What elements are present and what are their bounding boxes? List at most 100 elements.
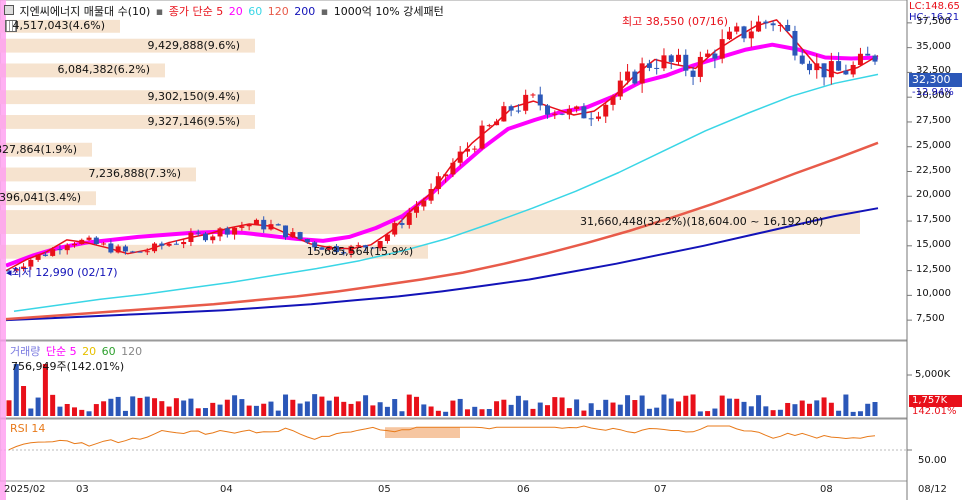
volume-bar [28,408,34,416]
candle-body [639,63,645,84]
volume-bar [79,409,85,416]
volume-profile-label: 9,327,146(9.5%) [147,114,241,128]
candle-body [130,251,136,253]
volume-bar [697,411,703,416]
volume-bar [632,400,638,416]
volume-bar [566,408,572,416]
candle-body [71,243,77,246]
volume-bar [537,402,543,416]
volume-bar [508,404,514,416]
candle-body [494,121,500,126]
grid-toggle-icon[interactable] [5,20,17,32]
ma60-line [13,73,879,312]
volume-bars [6,364,912,416]
volume-bar [159,401,165,416]
x-label-2025-02: 2025/02 [4,484,46,495]
volume-bar [683,395,689,416]
candle-body [785,24,791,31]
volume-bar [552,397,558,416]
volume-bar [392,399,398,416]
volume-bar [399,411,405,416]
candle-body [435,176,441,190]
pattern-label: 1000억 10% 강세패턴 [333,5,444,18]
volume-profile-label: 3,396,041(3.4%) [0,191,82,205]
candle-body [552,113,558,115]
volume-bar [486,409,492,416]
volume-bar [654,407,660,416]
candle-body [341,252,347,254]
volume-bar [71,407,77,416]
volume-bar [828,402,834,416]
ma-label: 종가 단순 5 [168,5,224,18]
candle-body [370,247,376,249]
ma-period-120: 120 [267,5,289,18]
candle-body [486,125,492,127]
volume-bar [770,410,776,416]
candle-body [821,63,827,78]
volume-profile-bar [0,90,255,105]
current-change: -12.94% [912,87,954,98]
volume-bar [595,409,601,416]
volume-profile-bar [0,210,860,235]
volume-bar [646,408,652,416]
ma120-line [5,141,879,321]
candle-body [35,254,41,260]
volume-profile-label: 7,236,888(7.3%) [88,167,182,181]
volume-bar [333,396,339,416]
candle-body [588,118,594,120]
volume-bar [457,398,463,416]
volume-ma-120: 120 [121,345,143,358]
volume-bar [836,410,842,416]
candle-body [181,242,187,245]
candle-body [232,227,238,235]
volume-bar [581,410,587,416]
volume-bar [406,394,412,416]
candle-body [261,219,267,230]
volume-bar [93,404,99,416]
x-label-04: 04 [220,484,233,495]
candle-body [661,55,667,69]
candle-body [807,63,813,71]
volume-bar [748,406,754,416]
candle-body [850,64,856,75]
volume-bar [814,400,820,416]
volume-profile-bar [0,19,120,33]
x-label-08-12: 08/12 [918,484,947,495]
volume-bar [275,410,281,416]
volume-current-box: 1,757K [909,395,962,407]
volume-bar [756,395,762,416]
candle-body [865,53,871,56]
candle-body [748,31,754,39]
volume-bar [610,402,616,416]
ma-period-20: 20 [228,5,243,18]
x-label-05: 05 [378,484,391,495]
legend-box-icon[interactable] [4,5,14,15]
candle-body [857,53,863,65]
current-price-box: 32,300 [909,73,962,87]
candle-body [697,56,703,77]
selection-strip [0,0,6,500]
volume-profile-bar [0,167,196,182]
candle-body [632,71,638,84]
volume-bar [414,396,420,416]
candle-body [726,31,732,40]
price-legend: 지엔씨에너지 매물대 수(10) ▪ 종가 단순 5 20 60 120 200… [4,2,446,22]
candle-body [246,224,252,227]
volume-bar [101,401,107,416]
volume-profile-label: 31,660,448(32.2%)(18,604.00 ~ 16,192.00) [580,215,824,229]
candle-body [625,71,631,81]
volume-top-annotation: 756,949주(142.01%) [11,360,125,373]
candle-body [705,53,711,57]
candle-body [333,246,339,253]
volume-bar [35,397,41,416]
volume-bar [166,406,172,416]
candle-body [115,246,121,253]
y-tick-label: 12,500 [916,263,951,275]
ma5-line [5,19,879,272]
candle-body [741,26,747,39]
volume-bar [341,401,347,416]
candle-body [122,246,128,252]
y-tick-label: 10,000 [916,288,951,300]
candle-body [283,225,289,238]
